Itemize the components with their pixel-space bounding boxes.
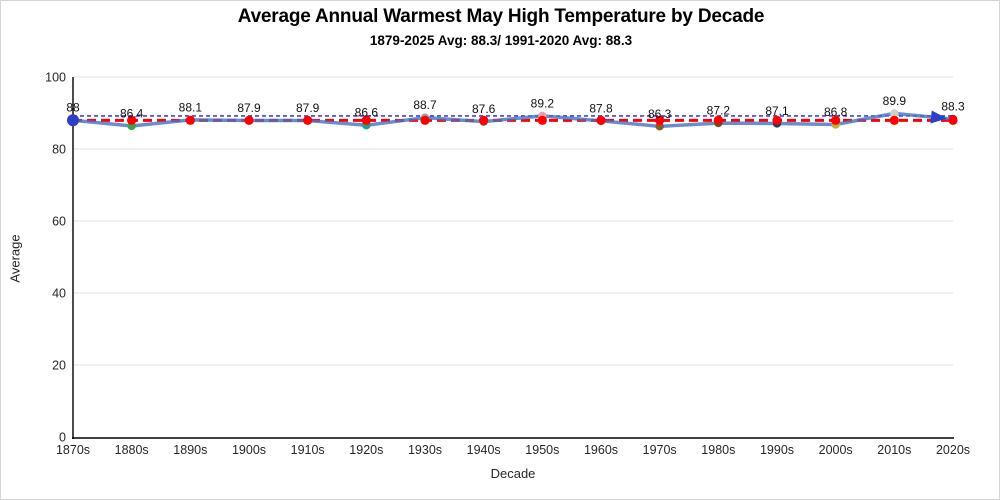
x-category-label: 1920s <box>349 443 383 457</box>
y-tick-label: 60 <box>52 215 66 229</box>
y-axis-title: Average <box>7 234 23 283</box>
data-point-marker <box>890 109 899 118</box>
average-line-marker <box>127 115 137 125</box>
line-end-arrow-cap <box>930 110 948 124</box>
average-line-marker <box>537 115 547 125</box>
x-category-label: 1880s <box>115 443 149 457</box>
x-category-label: 1970s <box>643 443 677 457</box>
data-label: 89.2 <box>531 96 555 110</box>
average-line-marker <box>361 115 371 125</box>
average-line-marker <box>596 115 606 125</box>
data-label: 86.3 <box>648 107 672 121</box>
average-line-marker <box>889 115 899 125</box>
average-line-marker <box>655 115 665 125</box>
data-label: 88.1 <box>179 100 203 114</box>
average-line-marker <box>772 115 782 125</box>
x-category-label: 1990s <box>760 443 794 457</box>
data-label: 88.3 <box>941 100 965 114</box>
x-category-label: 2020s <box>936 443 970 457</box>
x-axis-title: Decade <box>490 466 536 481</box>
chart-title: Average Annual Warmest May High Temperat… <box>237 6 765 27</box>
x-category-label: 1940s <box>467 443 501 457</box>
y-tick-label: 100 <box>45 71 66 85</box>
y-tick-label: 0 <box>59 431 66 445</box>
x-category-label: 1930s <box>408 443 442 457</box>
average-line-marker <box>948 115 958 125</box>
x-category-label: 2010s <box>877 443 911 457</box>
data-label: 87.9 <box>296 101 320 115</box>
data-label: 86.4 <box>120 106 144 120</box>
data-label: 88.7 <box>413 98 437 112</box>
data-label: 87.6 <box>472 102 496 116</box>
chart-subtitle: 1879-2025 Avg: 88.3/ 1991-2020 Avg: 88.3 <box>369 33 633 48</box>
y-tick-label: 20 <box>52 359 66 373</box>
data-label: 87.2 <box>707 104 731 118</box>
average-line-marker <box>479 115 489 125</box>
data-label: 89.9 <box>883 94 907 108</box>
x-category-label: 1900s <box>232 443 266 457</box>
x-category-label: 2000s <box>819 443 853 457</box>
data-label: 87.9 <box>237 101 261 115</box>
data-label: 87.1 <box>765 104 789 118</box>
data-label: 86.8 <box>824 105 848 119</box>
line-start-oval-cap <box>67 114 79 127</box>
average-line-marker <box>303 115 313 125</box>
average-line-marker <box>420 115 430 125</box>
average-line-marker <box>713 115 723 125</box>
average-line-marker <box>185 115 195 125</box>
x-category-label: 1960s <box>584 443 618 457</box>
data-label: 86.6 <box>355 106 379 120</box>
average-line-marker <box>831 115 841 125</box>
data-line <box>71 111 955 129</box>
data-label: 88 <box>66 101 80 115</box>
data-label: 87.8 <box>589 101 613 115</box>
y-tick-label: 40 <box>52 287 66 301</box>
x-category-label: 1980s <box>701 443 735 457</box>
x-category-label: 1950s <box>525 443 559 457</box>
x-category-label: 1910s <box>291 443 325 457</box>
x-category-label: 1890s <box>173 443 207 457</box>
average-line-marker <box>244 115 254 125</box>
y-tick-label: 80 <box>52 143 66 157</box>
x-category-label: 1870s <box>56 443 90 457</box>
